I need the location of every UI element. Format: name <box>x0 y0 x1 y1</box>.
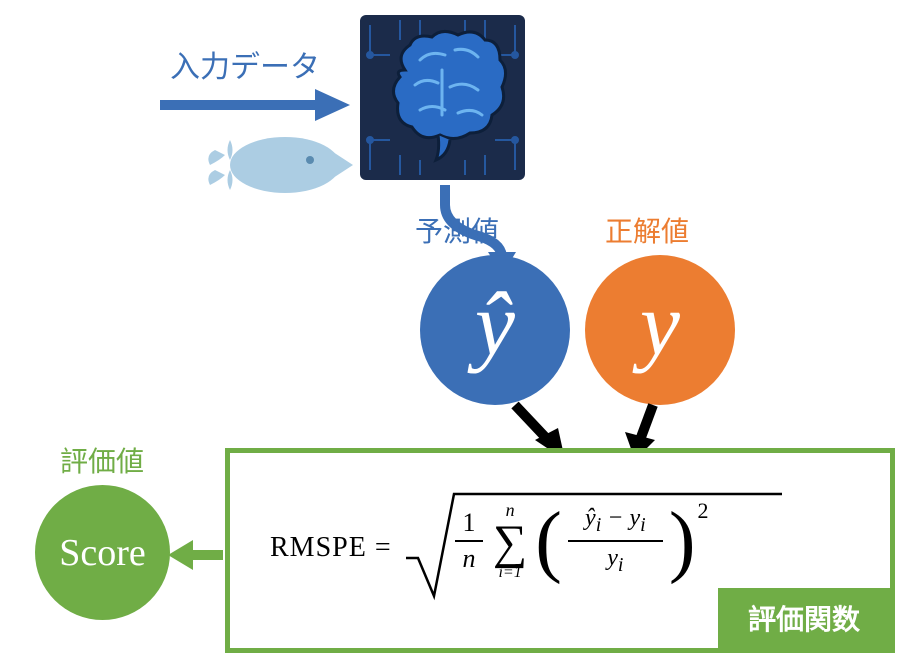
eval-function-badge: 評価関数 <box>718 588 890 648</box>
fish-icon <box>195 120 355 210</box>
formula-lhs: RMSPE = <box>270 532 392 564</box>
y-circle: y <box>585 255 735 405</box>
y-symbol: y <box>640 280 680 370</box>
formula-to-score-arrow <box>168 535 228 575</box>
eval-value-label: 評価値 <box>60 440 144 480</box>
eval-function-text: 評価関数 <box>748 604 860 635</box>
formula-sigma-bottom: i=1 <box>498 564 521 582</box>
formula-frac-bottom: yi <box>607 545 623 577</box>
formula-n: n <box>463 544 476 574</box>
rmspe-formula: RMSPE = 1 n n ∑ i=1 ( ŷi − yi <box>270 488 784 608</box>
score-text: Score <box>59 531 146 575</box>
formula-box: RMSPE = 1 n n ∑ i=1 ( ŷi − yi <box>225 448 895 653</box>
predicted-label: 予測値 <box>415 210 499 250</box>
actual-label: 正解値 <box>605 210 689 250</box>
yhat-circle: ŷ <box>420 255 570 405</box>
formula-frac-top: ŷi − yi <box>585 505 646 537</box>
input-data-label: 入力データ <box>170 42 320 86</box>
yhat-symbol: ŷ <box>475 280 515 370</box>
formula-sigma: ∑ <box>493 521 527 564</box>
input-arrow <box>155 85 355 125</box>
formula-one: 1 <box>463 508 476 538</box>
score-circle: Score <box>35 485 170 620</box>
formula-power: 2 <box>698 498 709 524</box>
brain-box <box>360 15 525 180</box>
